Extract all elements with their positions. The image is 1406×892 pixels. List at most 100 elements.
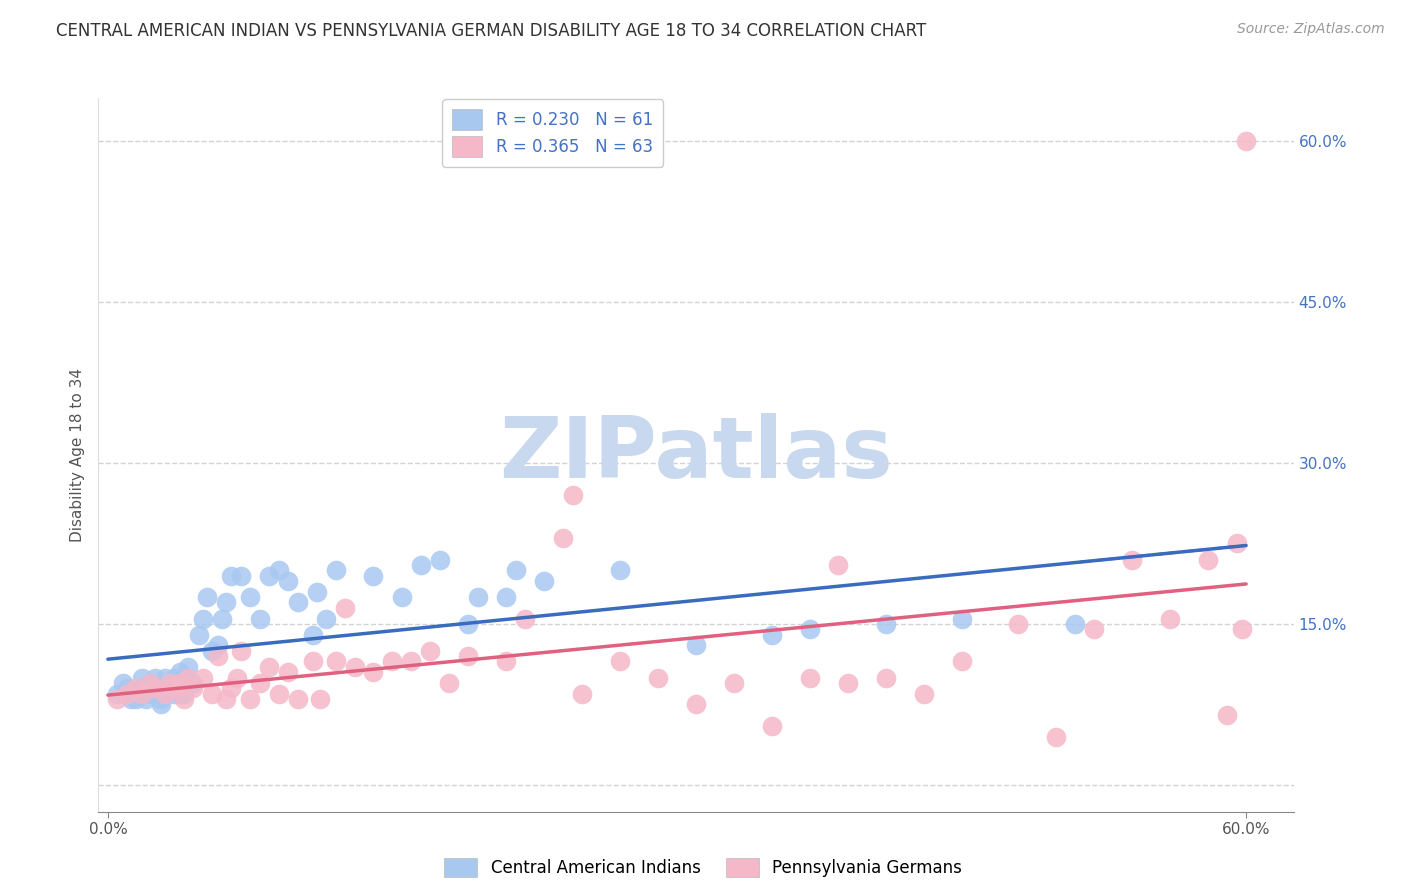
Point (257, 660, 280, 674)
Point (1007, 616, 1029, 631)
Point (191, 611, 214, 625)
Point (609, 563, 631, 577)
Point (723, 676, 745, 690)
Point (1064, 616, 1087, 631)
Point (153, 687, 176, 701)
Point (207, 649, 229, 664)
Point (343, 660, 366, 674)
Point (457, 616, 479, 631)
Point (827, 558, 849, 572)
Point (609, 655, 631, 669)
Point (115, 681, 138, 696)
Point (138, 676, 160, 690)
Point (533, 574, 555, 588)
Point (135, 692, 157, 706)
Point (467, 590, 489, 604)
Point (429, 552, 451, 566)
Point (225, 671, 247, 685)
Point (143, 687, 166, 701)
Point (150, 698, 173, 712)
Point (159, 676, 181, 690)
Legend: R = 0.230   N = 61, R = 0.365   N = 63: R = 0.230 N = 61, R = 0.365 N = 63 (443, 99, 662, 167)
Point (125, 692, 148, 706)
Legend: Central American Indians, Pennsylvania Germans: Central American Indians, Pennsylvania G… (437, 851, 969, 884)
Point (571, 687, 593, 701)
Point (112, 676, 135, 690)
Text: CENTRAL AMERICAN INDIAN VS PENNSYLVANIA GERMAN DISABILITY AGE 18 TO 34 CORRELATI: CENTRAL AMERICAN INDIAN VS PENNSYLVANIA … (56, 22, 927, 40)
Point (191, 671, 214, 685)
Point (1226, 536, 1249, 550)
Point (685, 639, 707, 653)
Point (229, 568, 252, 582)
Point (309, 692, 332, 706)
Point (505, 563, 527, 577)
Point (201, 644, 224, 658)
Point (799, 671, 821, 685)
Y-axis label: Disability Age 18 to 34: Disability Age 18 to 34 (69, 368, 84, 542)
Point (143, 681, 166, 696)
Point (267, 687, 290, 701)
Point (138, 687, 160, 701)
Point (875, 616, 897, 631)
Point (211, 611, 233, 625)
Point (105, 692, 128, 706)
Point (169, 676, 191, 690)
Point (1083, 622, 1105, 636)
Point (301, 655, 323, 669)
Point (150, 692, 173, 706)
Point (799, 622, 821, 636)
Point (950, 611, 973, 625)
Point (647, 671, 669, 685)
Text: ZIPatlas: ZIPatlas (499, 413, 893, 497)
Point (561, 488, 583, 502)
Point (163, 671, 186, 685)
Point (277, 574, 299, 588)
Point (277, 665, 299, 680)
Point (131, 671, 153, 685)
Point (287, 595, 309, 609)
Point (176, 660, 198, 674)
Point (267, 563, 290, 577)
Point (207, 639, 229, 653)
Point (363, 568, 385, 582)
Point (239, 590, 262, 604)
Point (195, 590, 218, 604)
Point (495, 590, 517, 604)
Point (875, 671, 897, 685)
Point (950, 655, 973, 669)
Point (381, 655, 404, 669)
Point (173, 687, 195, 701)
Point (173, 692, 195, 706)
Point (169, 687, 191, 701)
Point (214, 595, 236, 609)
Point (391, 590, 413, 604)
Point (401, 655, 423, 669)
Point (1232, 622, 1254, 636)
Point (301, 628, 323, 642)
Text: Source: ZipAtlas.com: Source: ZipAtlas.com (1237, 22, 1385, 37)
Point (181, 676, 204, 690)
Point (457, 649, 479, 664)
Point (761, 719, 783, 733)
Point (138, 676, 160, 690)
Point (214, 692, 236, 706)
Point (419, 644, 441, 658)
Point (229, 644, 252, 658)
Point (163, 681, 186, 696)
Point (219, 568, 242, 582)
Point (363, 665, 385, 680)
Point (325, 655, 347, 669)
Point (125, 681, 148, 696)
Point (315, 611, 337, 625)
Point (515, 611, 537, 625)
Point (169, 665, 191, 680)
Point (1045, 730, 1067, 744)
Point (143, 671, 166, 685)
Point (157, 676, 180, 690)
Point (287, 692, 309, 706)
Point (131, 681, 153, 696)
Point (1216, 708, 1239, 723)
Point (1234, 134, 1257, 148)
Point (837, 676, 859, 690)
Point (188, 628, 211, 642)
